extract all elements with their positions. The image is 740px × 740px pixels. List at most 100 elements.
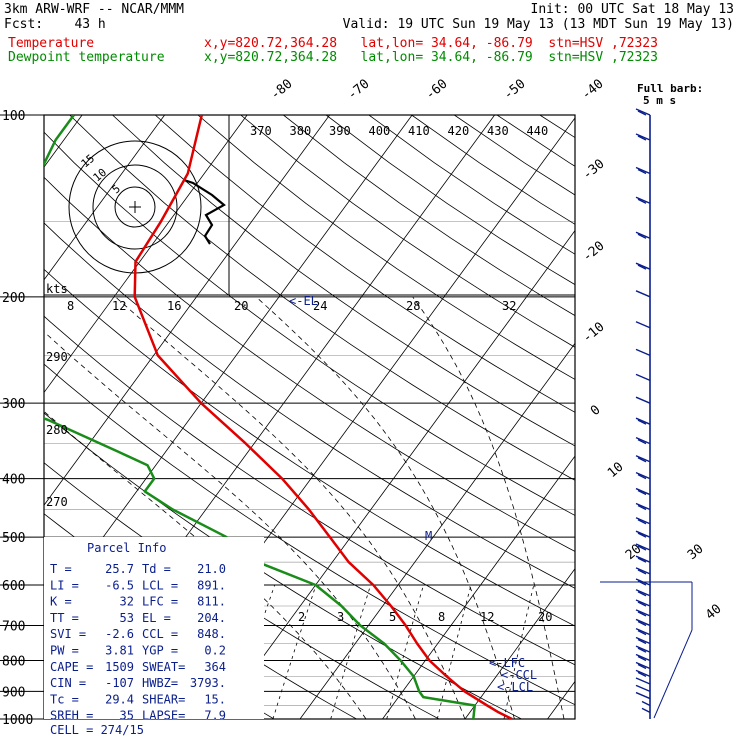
- freezing-level-marker: M: [425, 529, 432, 543]
- wind-barb-flag: [635, 133, 651, 141]
- parcel-value: 891.: [197, 578, 226, 592]
- parcel-value: 204.: [197, 611, 226, 625]
- wind-barb-flag: [635, 436, 651, 445]
- isotherm-line: [464, 568, 575, 719]
- wind-barb-flag: [637, 569, 647, 575]
- parcel-info: Parcel Info T = 25.7 Td = 21.0 LI = -6.5 LCL = 8…: [44, 537, 264, 737]
- parcel-label: CIN =: [50, 676, 86, 690]
- wind-barb-flag: [637, 655, 647, 662]
- wind-barb: [635, 691, 651, 700]
- wind-barb-flag: [637, 474, 647, 480]
- hodograph-trace: [183, 178, 226, 245]
- parcel-label: SREH =: [50, 709, 93, 723]
- wind-barb-flag: [637, 591, 647, 597]
- wind-scale-unit: kts: [46, 282, 68, 296]
- wind-barb-flag: [637, 110, 647, 116]
- wind-barb: [635, 373, 651, 382]
- wind-barb-flag: [635, 348, 651, 356]
- wind-scale-label: 28: [406, 299, 420, 313]
- wind-barb-flag: [637, 532, 647, 538]
- pressure-label: 800: [2, 654, 25, 669]
- wind-key-unit: 5 m s: [643, 94, 676, 107]
- wind-barb: [635, 589, 651, 597]
- wind-barb-flag: [635, 567, 651, 575]
- theta-label-left: 290: [46, 350, 68, 364]
- wind-barb-flag: [635, 645, 651, 653]
- wind-barb-flag: [637, 264, 647, 270]
- pressure-label: 300: [2, 397, 25, 412]
- parcel-value: 364: [204, 660, 226, 674]
- wind-barb-flag: [637, 663, 647, 670]
- moist-adiabat: [115, 296, 466, 719]
- wind-barb: [635, 555, 651, 563]
- wind-barb-flag: [637, 601, 647, 607]
- wind-barb: [635, 645, 651, 653]
- wind-barb: [635, 417, 651, 425]
- wind-scale-label: 24: [313, 299, 327, 313]
- wind-barb: [635, 653, 651, 662]
- wind-barb: [635, 166, 651, 175]
- hodograph-ring: [92, 164, 178, 250]
- isotherm-label-right: -20: [580, 238, 608, 265]
- parcel-label: SVI =: [50, 627, 86, 641]
- parcel-value: 3793.: [190, 676, 226, 690]
- wind-barb-flag: [635, 599, 651, 607]
- wind-key-label: Full barb:: [637, 82, 703, 95]
- wind-barb-flag: [635, 231, 651, 239]
- wind-barb-flag: [637, 545, 647, 551]
- wind-barb: [635, 108, 651, 116]
- dry-adiabat: [197, 115, 575, 380]
- wind-barb: [635, 472, 651, 480]
- dry-adiabat: [44, 131, 575, 516]
- wind-barb-flag: [637, 198, 647, 204]
- wind-barb-flag: [635, 290, 651, 298]
- parcel-title: Parcel Info: [87, 541, 166, 555]
- parcel-label: LCL =: [142, 578, 178, 592]
- wind-scale-label: 20: [234, 299, 248, 313]
- isotherm-line: [44, 115, 413, 619]
- wind-barb-flag: [637, 647, 647, 653]
- parcel-value: 32: [120, 595, 134, 609]
- isotherm-line: [44, 115, 165, 281]
- wind-barb: [635, 321, 651, 329]
- wind-barb-flag: [635, 684, 651, 693]
- wind-barb: [635, 517, 651, 525]
- dry-adiabat: [44, 222, 575, 589]
- wind-barb: [635, 684, 651, 693]
- dewpoint-trace: [44, 115, 477, 719]
- wind-barb-flag: [635, 677, 651, 685]
- parcel-cell: CELL = 274/15: [50, 723, 144, 737]
- parcel-value: 3.81: [105, 644, 134, 658]
- parcel-panel: [44, 537, 264, 719]
- parcel-value: 25.7: [105, 562, 134, 576]
- parcel-value: 7.9: [204, 709, 226, 723]
- wind-barb-flag: [637, 233, 647, 239]
- dewpoint-location: x,y=820.72,364.28 lat,lon= 34.64, -86.79…: [204, 50, 658, 65]
- wind-barb: [635, 231, 651, 239]
- isotherm-label-top: -50: [501, 76, 529, 103]
- wind-barb: [635, 436, 651, 445]
- wind-barb: [635, 487, 651, 496]
- wind-barb-flag: [637, 630, 647, 636]
- wind-barb-flag: [635, 628, 651, 636]
- wind-barb-flag: [635, 196, 651, 204]
- wind-barb: [635, 290, 651, 298]
- wind-barb: [635, 609, 651, 617]
- init-time: Init: 00 UTC Sat 18 May 13: [530, 2, 735, 17]
- parcel-label: TT =: [50, 611, 79, 625]
- dry-adiabat: [411, 115, 575, 225]
- parcel-value: -107: [105, 676, 134, 690]
- moist-adiabat: [44, 410, 367, 719]
- wind-barb: [635, 348, 651, 356]
- wind-barb: [641, 707, 651, 713]
- wind-barb-flag: [635, 455, 651, 463]
- pressure-label: 200: [2, 291, 25, 306]
- parcel-label: K =: [50, 595, 72, 609]
- dry-adiabat: [625, 115, 740, 719]
- mixing-ratio-line: [272, 584, 317, 719]
- wind-barbs: Full barb:5 m s: [600, 82, 703, 719]
- wind-barb-flag: [635, 653, 651, 662]
- dry-adiabat: [112, 115, 575, 447]
- forecast-hour: Fcst: 43 h: [4, 17, 106, 32]
- isotherm-line: [630, 115, 740, 719]
